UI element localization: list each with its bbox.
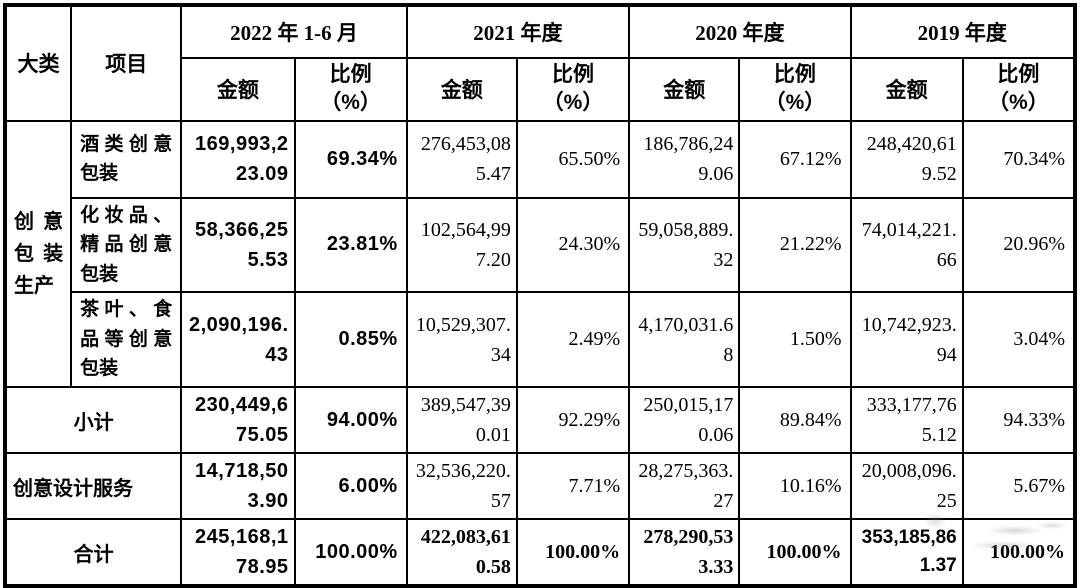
header-amount-2022h1: 金额 [180,57,296,122]
ratio-2019: 3.04% [961,291,1077,388]
ratio-2021: 24.30% [515,196,631,294]
ratio-2019: 70.34% [961,119,1077,199]
revenue-breakdown-table: 大类 项目 2022 年 1-6 月 2021 年度 2020 年度 2019 … [3,3,1077,588]
amount-2021: 276,453,085.47 [405,119,518,199]
header-period-2021: 2021 年度 [405,4,631,59]
category-creative-packaging: 创意包装生产 [3,119,73,389]
amount-2019: 10,742,923.94 [849,291,964,388]
item-label: 茶叶、食品等创意包装 [70,291,183,388]
amount-2020: 28,275,363.27 [628,452,741,520]
ratio-2020: 100.00% [738,518,852,587]
ratio-2021: 65.50% [515,119,631,199]
amount-2019: 353,185,861.37 [849,518,964,587]
header-amount-2021: 金额 [405,57,518,122]
amount-2022h1: 58,366,255.53 [180,196,296,294]
ratio-2021: 2.49% [515,291,631,388]
header-amount-2020: 金额 [628,57,741,122]
total-label: 合计 [3,518,183,587]
ratio-2019: 100.00% [961,518,1077,587]
ratio-2021: 100.00% [515,518,631,587]
header-amount-2019: 金额 [849,57,964,122]
ratio-2020: 10.16% [738,452,852,520]
table-row-tea-food-packaging: 茶叶、食品等创意包装 2,090,196.43 0.85% 10,529,307… [5,291,1077,388]
header-ratio-label: 比例 [773,63,816,86]
table-row-cosmetics-packaging: 化妆品、精品创意包装 58,366,255.53 23.81% 102,564,… [5,196,1077,294]
amount-2022h1: 169,993,223.09 [180,119,296,199]
amount-2020: 278,290,533.33 [628,518,741,587]
header-ratio-2019: 比例 （%） [961,57,1077,122]
header-ratio-unit: （%） [988,91,1049,115]
amount-2019: 333,177,765.12 [849,386,964,454]
header-ratio-2020: 比例 （%） [738,57,852,122]
ratio-2022h1: 94.00% [293,386,408,454]
table-row-total: 合计 245,168,178.95 100.00% 422,083,610.58… [3,518,1077,587]
amount-2021: 422,083,610.58 [405,518,518,587]
amount-2021: 10,529,307.34 [405,291,518,388]
amount-2020: 250,015,170.06 [628,386,741,454]
ratio-2022h1: 23.81% [293,196,408,294]
amount-2021: 389,547,390.01 [405,386,518,454]
amount-2020: 4,170,031.68 [628,291,741,388]
amount-2021: 102,564,997.20 [405,196,518,294]
ratio-2019: 20.96% [961,196,1077,294]
ratio-2020: 21.22% [738,196,852,294]
amount-2022h1: 2,090,196.43 [180,291,296,388]
header-row-periods: 大类 项目 2022 年 1-6 月 2021 年度 2020 年度 2019 … [3,4,1077,122]
item-label: 酒类创意包装 [70,119,183,199]
ratio-2021: 7.71% [515,452,631,520]
ratio-2021: 92.29% [515,386,631,454]
header-item: 项目 [70,4,183,122]
ratio-2020: 89.84% [738,386,852,454]
amount-2019: 248,420,619.52 [849,119,964,199]
amount-2020: 59,058,889.32 [628,196,741,294]
header-ratio-2021: 比例 （%） [515,57,631,122]
ratio-2022h1: 0.85% [293,291,408,388]
ratio-2022h1: 100.00% [293,518,408,587]
header-period-2020: 2020 年度 [628,4,852,59]
ratio-2022h1: 6.00% [293,452,408,520]
amount-2020: 186,786,249.06 [628,119,741,199]
amount-2019: 74,014,221.66 [849,196,964,294]
table-row-subtotal: 小计 230,449,675.05 94.00% 389,547,390.01 … [3,386,1077,454]
subtotal-label: 小计 [3,386,183,454]
ratio-2022h1: 69.34% [293,119,408,199]
header-period-2019: 2019 年度 [849,4,1077,59]
ratio-2019: 5.67% [961,452,1077,520]
table-row-liquor-packaging: 创意包装生产 酒类创意包装 169,993,223.09 69.34% 276,… [3,119,1077,389]
ratio-2020: 1.50% [738,291,852,388]
header-ratio-unit: （%） [764,91,826,115]
ratio-2020: 67.12% [738,119,852,199]
amount-2021: 32,536,220.57 [405,452,518,520]
ratio-2019: 94.33% [961,386,1077,454]
header-ratio-2022h1: 比例 （%） [293,57,408,122]
table-row-design-services: 创意设计服务 14,718,503.90 6.00% 32,536,220.57… [3,452,1077,520]
design-services-label: 创意设计服务 [3,452,183,520]
header-ratio-label: 比例 [329,63,372,86]
amount-2022h1: 230,449,675.05 [180,386,296,454]
header-period-2022h1: 2022 年 1-6 月 [180,4,408,59]
amount-2022h1: 245,168,178.95 [180,518,296,587]
amount-2019: 20,008,096.25 [849,452,964,520]
header-ratio-unit: （%） [320,91,381,115]
header-row-metrics: 金额 比例 （%） 金额 比例 （%） 金额 比例 （%） 金额 比例 （%） [5,57,1077,122]
header-ratio-label: 比例 [997,63,1040,86]
header-ratio-unit: （%） [542,91,604,115]
header-category: 大类 [3,4,73,122]
amount-2022h1: 14,718,503.90 [180,452,296,520]
header-ratio-label: 比例 [552,63,595,86]
item-label: 化妆品、精品创意包装 [70,196,183,294]
